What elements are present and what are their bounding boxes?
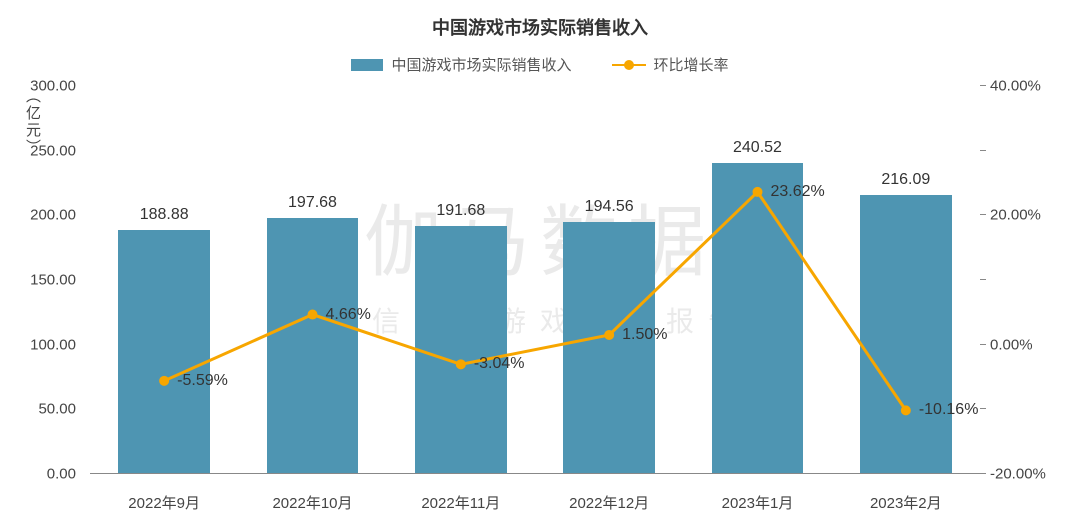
legend-line-item: 环比增长率 xyxy=(612,54,729,75)
tick-mark xyxy=(980,279,986,280)
legend: 中国游戏市场实际销售收入 环比增长率 xyxy=(0,54,1080,75)
x-label: 2022年9月 xyxy=(90,480,238,532)
bar-layer: 188.88 197.68 191.68 194.56 240.52 216.09 xyxy=(90,86,980,474)
bar-slot: 191.68 xyxy=(387,86,535,474)
bar-value-label: 240.52 xyxy=(733,139,782,157)
x-label: 2022年11月 xyxy=(387,480,535,532)
bar-slot: 240.52 xyxy=(683,86,831,474)
bar-slot: 216.09 xyxy=(832,86,980,474)
tick-mark xyxy=(980,150,986,151)
bar-value-label: 191.68 xyxy=(436,202,485,220)
x-label: 2023年1月 xyxy=(683,480,831,532)
y-left-tick: 50.00 xyxy=(38,401,76,418)
bar-slot: 197.68 xyxy=(238,86,386,474)
y-left-ticks: 0.0050.00100.00150.00200.00250.00300.00 xyxy=(0,86,82,474)
x-labels: 2022年9月2022年10月2022年11月2022年12月2023年1月20… xyxy=(90,480,980,532)
bar-slot: 194.56 xyxy=(535,86,683,474)
bar-value-label: 197.68 xyxy=(288,194,337,212)
y-left-tick: 250.00 xyxy=(30,142,76,159)
y-left-tick: 300.00 xyxy=(30,78,76,95)
legend-bar-swatch xyxy=(351,59,383,71)
x-axis-line xyxy=(90,473,980,474)
bar xyxy=(118,230,210,474)
y-right-tick: 20.00% xyxy=(990,207,1041,224)
legend-bar-label: 中国游戏市场实际销售收入 xyxy=(391,54,571,75)
x-label: 2023年2月 xyxy=(832,480,980,532)
bar xyxy=(415,226,507,474)
x-label: 2022年12月 xyxy=(535,480,683,532)
x-label: 2022年10月 xyxy=(238,480,386,532)
y-right-tick: 40.00% xyxy=(990,78,1041,95)
bar xyxy=(267,218,359,474)
tick-mark xyxy=(980,85,986,86)
bar-value-label: 188.88 xyxy=(140,206,189,224)
bar-slot: 188.88 xyxy=(90,86,238,474)
bar xyxy=(860,195,952,474)
legend-bar-item: 中国游戏市场实际销售收入 xyxy=(351,54,571,75)
legend-line-label: 环比增长率 xyxy=(654,54,729,75)
plot-area: 188.88197.68191.68194.56240.52216.09 -5.… xyxy=(90,86,980,474)
bar xyxy=(712,163,804,474)
y-right-ticks: -20.00%0.00%20.00%40.00% xyxy=(982,86,1080,474)
y-left-tick: 150.00 xyxy=(30,272,76,289)
y-right-tick: -20.00% xyxy=(990,466,1046,483)
y-left-tick: 0.00 xyxy=(47,466,76,483)
bar-value-label: 216.09 xyxy=(881,171,930,189)
bar-value-label: 194.56 xyxy=(585,198,634,216)
chart-title: 中国游戏市场实际销售收入 xyxy=(0,0,1080,40)
tick-mark xyxy=(980,344,986,345)
y-right-tick: 0.00% xyxy=(990,336,1033,353)
tick-mark xyxy=(980,408,986,409)
bar xyxy=(563,222,655,474)
y-left-tick: 100.00 xyxy=(30,336,76,353)
tick-mark xyxy=(980,214,986,215)
legend-line-swatch xyxy=(612,64,646,66)
y-left-tick: 200.00 xyxy=(30,207,76,224)
tick-mark xyxy=(980,473,986,474)
